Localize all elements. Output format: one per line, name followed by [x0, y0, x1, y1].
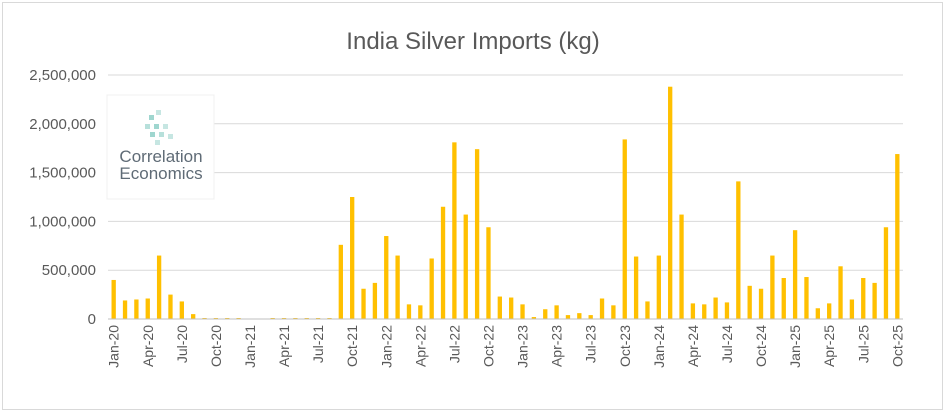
bar-jan-25 — [792, 230, 798, 319]
bar-jun-22 — [440, 206, 446, 319]
x-tick-label: Oct-25 — [889, 325, 905, 367]
x-tick-label: Oct-21 — [344, 325, 360, 367]
x-tick-label: Oct-20 — [208, 325, 224, 367]
bar-apr-24 — [690, 303, 696, 319]
bar-dec-24 — [781, 278, 786, 319]
x-tick-label: Jul-21 — [310, 325, 326, 363]
bar-oct-23 — [622, 139, 627, 319]
bar-jul-20 — [179, 301, 184, 319]
bar-mar-25 — [815, 308, 820, 319]
x-tick-label: Oct-24 — [753, 325, 769, 367]
bar-jan-20 — [111, 279, 116, 319]
bar-jan-23 — [520, 304, 525, 319]
bar-nov-24 — [770, 255, 775, 319]
x-tick-label: Apr-21 — [276, 325, 292, 367]
y-tick-label: 1,500,000 — [29, 165, 96, 182]
y-axis-tick-labels: 0 500,000 1,000,000 1,500,000 2,000,000 2,500… — [29, 67, 96, 328]
bar-apr-20 — [145, 298, 150, 319]
x-tick-label: Jan-21 — [242, 325, 258, 368]
bar-may-24 — [702, 304, 707, 319]
bar-sep-21 — [338, 244, 343, 319]
x-tick-label: Jan-22 — [378, 325, 394, 368]
bar-feb-25 — [804, 277, 809, 319]
x-axis-tick-labels: Jan-20 Apr-20 Jul-20 Oct-20 Jan-21 Apr-21 Jul-… — [106, 325, 906, 368]
y-tick-label: 2,000,000 — [29, 116, 96, 133]
x-tick-label: Apr-25 — [821, 325, 837, 367]
bar-dec-22 — [509, 297, 514, 319]
x-tick-label: Jan-24 — [651, 325, 667, 368]
x-tick-label: Jan-23 — [515, 325, 531, 368]
x-tick-label: Jul-20 — [174, 325, 190, 363]
bar-sep-25 — [883, 227, 889, 319]
bar-feb-23 — [531, 317, 537, 319]
x-tick-label: Apr-22 — [412, 325, 428, 367]
bar-sep-23 — [611, 305, 616, 319]
x-tick-label: Oct-22 — [480, 325, 496, 367]
bar-may-22 — [429, 258, 434, 319]
bar-aug-24 — [736, 181, 741, 319]
gridlines — [108, 74, 903, 271]
bar-nov-22 — [497, 296, 502, 319]
bar-apr-25 — [827, 303, 832, 319]
bar-mar-20 — [134, 299, 139, 319]
bars — [111, 86, 900, 320]
bar-feb-20 — [122, 300, 128, 319]
bar-mar-24 — [679, 214, 684, 319]
x-tick-label: Apr-20 — [140, 325, 156, 367]
bar-jul-25 — [861, 278, 866, 319]
correlation-economics-logo: Correlation Economics — [106, 94, 215, 200]
bar-jun-24 — [713, 297, 718, 319]
bar-jul-24 — [724, 302, 730, 319]
bar-mar-22 — [406, 304, 412, 319]
logo-dots-icon — [145, 110, 173, 145]
x-tick-label: Jan-20 — [106, 325, 122, 368]
logo-text-line1: Correlation — [119, 147, 202, 166]
bar-jun-25 — [849, 299, 855, 319]
bar-oct-25 — [895, 154, 900, 319]
y-tick-label: 2,500,000 — [29, 67, 96, 84]
x-tick-label: Jul-25 — [855, 325, 871, 363]
bar-oct-21 — [350, 197, 355, 319]
bar-jul-23 — [588, 315, 593, 319]
x-tick-label: Oct-23 — [617, 325, 633, 367]
x-tick-label: Apr-23 — [549, 325, 565, 367]
bar-jun-23 — [577, 313, 582, 319]
bar-jul-22 — [452, 142, 457, 319]
bar-sep-22 — [474, 149, 480, 319]
bar-may-23 — [565, 315, 571, 319]
bar-mar-23 — [543, 309, 548, 319]
x-tick-label: Jul-24 — [719, 325, 735, 363]
y-tick-label: 0 — [88, 311, 96, 328]
bar-apr-22 — [418, 305, 423, 319]
x-tick-label: Jul-22 — [446, 325, 462, 363]
bar-chart: India Silver Imports (kg) 0 500,000 1,000,… — [29, 28, 906, 368]
bar-jan-24 — [656, 255, 661, 319]
bar-aug-25 — [872, 282, 877, 319]
bar-oct-22 — [486, 227, 491, 319]
chart-title: India Silver Imports (kg) — [346, 28, 599, 55]
bar-apr-23 — [554, 305, 559, 319]
bar-aug-22 — [463, 214, 468, 319]
bar-may-25 — [838, 266, 843, 319]
bar-oct-24 — [758, 288, 764, 319]
bar-aug-23 — [599, 298, 605, 319]
logo-text-line2: Economics — [119, 164, 202, 183]
bar-jun-20 — [168, 294, 173, 319]
bar-feb-24 — [668, 86, 673, 319]
bar-aug-20 — [191, 314, 196, 319]
y-tick-label: 500,000 — [42, 262, 96, 279]
bar-feb-22 — [395, 255, 400, 319]
bar-dec-23 — [645, 301, 650, 319]
y-tick-label: 1,000,000 — [29, 213, 96, 230]
x-tick-label: Jul-23 — [583, 325, 599, 363]
x-tick-label: Jan-25 — [787, 325, 803, 368]
bar-jan-22 — [384, 236, 389, 319]
bar-dec-21 — [372, 282, 378, 319]
x-tick-label: Apr-24 — [685, 325, 701, 367]
bar-nov-21 — [361, 288, 366, 319]
bar-nov-23 — [633, 256, 639, 319]
bar-sep-24 — [747, 285, 752, 319]
bar-may-20 — [156, 255, 162, 319]
